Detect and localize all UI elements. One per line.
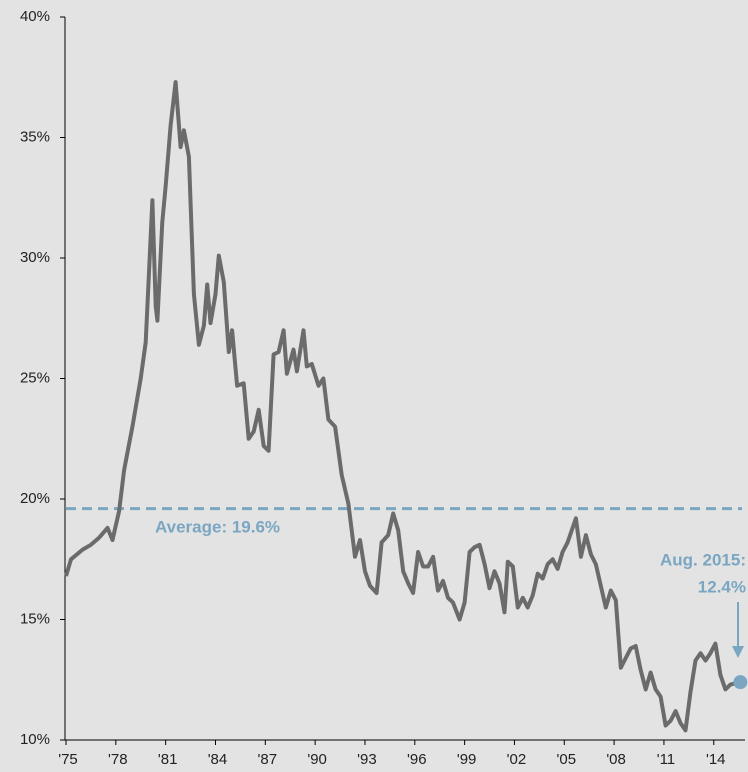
series-line xyxy=(64,80,741,733)
x-tick-label: '78 xyxy=(108,751,128,768)
arrow-head xyxy=(732,646,744,658)
x-tick-label: '81 xyxy=(158,751,178,768)
y-tick-label: 10% xyxy=(20,731,50,748)
x-tick-label: '90 xyxy=(307,751,327,768)
last-point xyxy=(733,675,748,690)
y-tick-label: 15% xyxy=(20,610,50,627)
x-tick-label: '08 xyxy=(606,751,626,768)
x-tick-label: '93 xyxy=(357,751,377,768)
y-tick-label: 30% xyxy=(20,249,50,266)
last-point-label: Aug. 2015: xyxy=(660,550,746,569)
x-tick-label: '02 xyxy=(507,751,527,768)
x-tick-label: '87 xyxy=(258,751,278,768)
y-tick-label: 40% xyxy=(20,8,50,25)
y-tick-label: 25% xyxy=(20,369,50,386)
average-label: Average: 19.6% xyxy=(155,517,280,536)
x-tick-label: '75 xyxy=(58,751,78,768)
y-tick-label: 20% xyxy=(20,490,50,507)
x-tick-label: '84 xyxy=(208,751,228,768)
x-tick-label: '14 xyxy=(706,751,726,768)
x-tick-label: '99 xyxy=(457,751,477,768)
x-tick-label: '11 xyxy=(657,751,675,768)
x-tick-label: '05 xyxy=(556,751,576,768)
last-point-value: 12.4% xyxy=(698,577,746,596)
x-tick-label: '96 xyxy=(407,751,427,768)
y-tick-label: 35% xyxy=(20,128,50,145)
